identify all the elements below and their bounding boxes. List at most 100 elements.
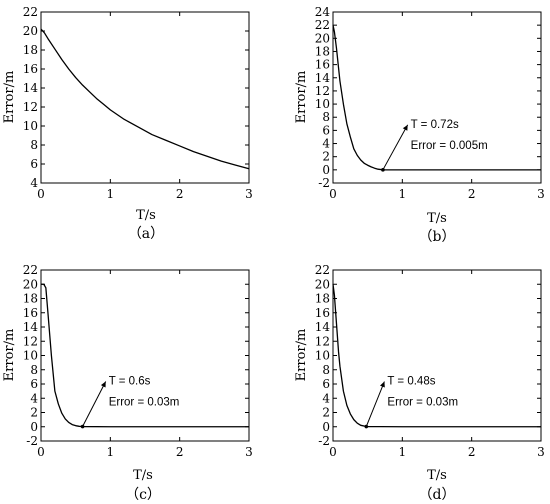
annotation-error: Error = 0.03m — [109, 397, 180, 409]
y-tick-label: 24 — [315, 5, 331, 19]
annotation-time: T = 0.48s — [387, 376, 435, 388]
ticks — [40, 11, 250, 184]
y-tick-label: 22 — [315, 18, 330, 32]
annotations: T = 0.72s Error = 0.005m — [381, 119, 488, 172]
x-tick-label: 1 — [107, 445, 115, 459]
plot-frame — [40, 11, 250, 184]
x-tick-label: 0 — [329, 445, 337, 459]
x-tick-label: 2 — [468, 445, 476, 459]
y-tick-label: 4 — [322, 137, 330, 151]
annotation-arrow — [365, 381, 385, 427]
y-tick-label: 12 — [315, 84, 330, 98]
x-tick-label: 0 — [37, 445, 45, 459]
y-tick-label: 14 — [315, 71, 331, 85]
y-tick-label: 8 — [30, 363, 38, 377]
y-tick-label: -2 — [318, 176, 330, 190]
annotation-error: Error = 0.03m — [387, 397, 458, 409]
x-tick-label: 3 — [537, 187, 545, 201]
x-tick-label: 2 — [468, 187, 476, 201]
series-line — [40, 28, 250, 170]
ticks — [40, 269, 250, 442]
panel-caption: （d） — [419, 487, 456, 503]
x-tick-label: 0 — [37, 187, 45, 201]
y-tick-label: 2 — [322, 150, 330, 164]
y-tick-label: 8 — [322, 363, 330, 377]
y-tick-label: 18 — [315, 292, 330, 306]
y-tick-label: 16 — [315, 306, 330, 320]
y-tick-label: 10 — [23, 119, 38, 133]
y-tick-label: 6 — [322, 377, 330, 391]
panel-caption: （b） — [419, 229, 456, 245]
y-tick-label: 8 — [30, 138, 38, 152]
y-tick-label: 12 — [23, 334, 38, 348]
y-tick-label: 0 — [322, 420, 330, 434]
y-tick-label: 12 — [23, 100, 38, 114]
y-tick-label: 4 — [322, 391, 330, 405]
y-tick-label: 18 — [23, 292, 38, 306]
annotation-arrow — [382, 124, 409, 171]
x-axis-label: T/s — [136, 208, 156, 223]
y-tick-label: 12 — [315, 334, 330, 348]
y-tick-label: 20 — [23, 24, 38, 38]
y-axis-label: Error/m — [294, 329, 309, 382]
y-tick-label: 16 — [315, 58, 330, 72]
ticks — [332, 269, 542, 442]
y-tick-label: 20 — [23, 277, 38, 291]
y-tick-label: -2 — [26, 434, 38, 448]
annotations: T = 0.6s Error = 0.03m — [80, 376, 180, 429]
y-tick-label: 14 — [23, 320, 39, 334]
plot-frame — [332, 269, 542, 442]
x-axis-label: T/s — [133, 468, 153, 483]
y-tick-label: 18 — [315, 44, 330, 58]
x-axis-label: T/s — [427, 468, 447, 483]
data-curve — [332, 284, 541, 428]
panel-caption: （c） — [125, 487, 161, 503]
data-curve — [40, 28, 250, 170]
y-tick-label: 4 — [30, 176, 38, 190]
x-tick-label: 3 — [537, 445, 545, 459]
annotation-arrowhead — [100, 381, 106, 388]
y-tick-label: 10 — [23, 349, 38, 363]
y-tick-label: 22 — [315, 263, 330, 277]
annotations: T = 0.48s Error = 0.03m — [364, 376, 458, 429]
x-tick-label: 3 — [245, 445, 253, 459]
annotation-arrowhead — [402, 124, 408, 131]
y-axis-label: Error/m — [2, 71, 17, 124]
y-tick-label: 22 — [23, 5, 38, 19]
x-tick-label: 0 — [329, 187, 337, 201]
y-tick-label: 4 — [30, 391, 38, 405]
annotation-time: T = 0.72s — [411, 119, 459, 131]
y-tick-label: 20 — [315, 277, 330, 291]
x-axis-label: T/s — [427, 211, 447, 226]
annotation-point — [80, 424, 85, 429]
y-tick-label: 2 — [30, 406, 38, 420]
x-tick-label: 1 — [107, 187, 115, 201]
y-tick-label: 8 — [322, 110, 330, 124]
y-tick-label: 14 — [315, 320, 331, 334]
series-line — [41, 283, 249, 428]
y-tick-label: 10 — [315, 97, 330, 111]
annotation-time: T = 0.6s — [109, 376, 151, 388]
data-curve — [41, 283, 249, 428]
ticks — [332, 11, 542, 184]
x-tick-label: 2 — [176, 187, 184, 201]
x-tick-label: 3 — [245, 187, 253, 201]
y-tick-label: 0 — [322, 163, 330, 177]
y-tick-label: 14 — [23, 81, 39, 95]
x-tick-label: 2 — [176, 445, 184, 459]
y-tick-label: 2 — [322, 406, 330, 420]
y-axis-label: Error/m — [2, 329, 17, 382]
annotation-error: Error = 0.005m — [411, 140, 488, 152]
y-tick-label: 18 — [23, 43, 38, 57]
annotation-arrowhead — [379, 381, 385, 388]
y-tick-label: 16 — [23, 62, 38, 76]
panel-caption: （a） — [128, 226, 164, 242]
y-tick-label: 0 — [30, 420, 38, 434]
